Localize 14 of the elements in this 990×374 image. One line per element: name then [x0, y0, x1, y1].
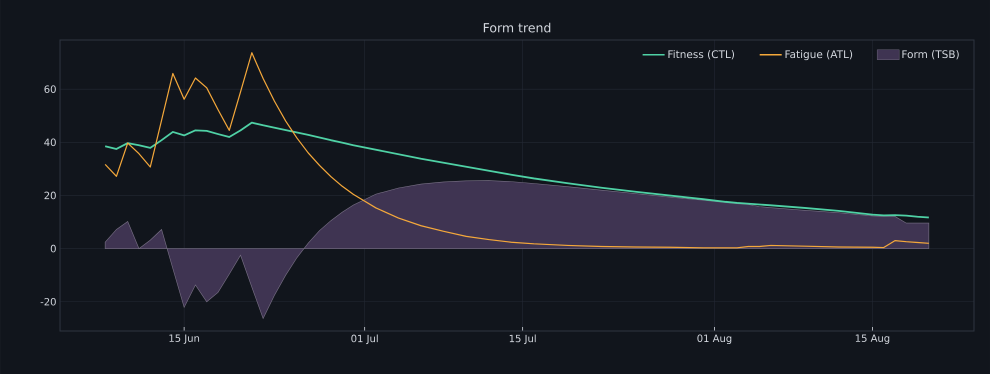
y-tick-label: 20 — [44, 192, 56, 200]
x-tick-label: 15 Jul — [510, 334, 536, 344]
chart-title: Form trend — [484, 22, 550, 32]
y-tick-label: 40 — [44, 138, 56, 146]
legend-label: Form (TSB) — [902, 50, 959, 60]
y-tick-label: -20 — [40, 298, 56, 306]
legend-label: Fitness (CTL) — [668, 50, 734, 60]
x-tick-label: 01 Aug — [697, 334, 732, 344]
y-tick-label: 0 — [50, 244, 56, 252]
x-tick-label: 15 Aug — [856, 334, 890, 344]
y-tick-label: 60 — [44, 85, 56, 93]
x-tick-label: 01 Jul — [351, 334, 378, 344]
x-tick-label: 15 Jun — [169, 334, 200, 344]
legend-label: Fatigue (ATL) — [786, 50, 852, 60]
